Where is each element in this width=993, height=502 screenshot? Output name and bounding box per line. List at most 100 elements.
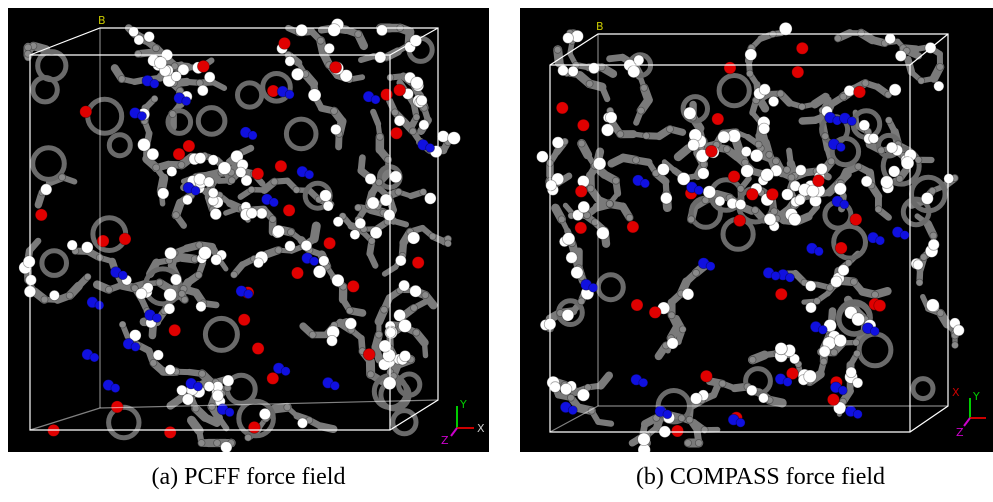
- hydrogen-atom: [284, 240, 296, 252]
- carbon-atom: [118, 320, 127, 329]
- oxygen-atom: [711, 112, 725, 126]
- hydrogen-atom: [133, 34, 145, 46]
- hydrogen-atom: [604, 111, 618, 124]
- hydrogen-atom: [327, 23, 341, 37]
- hydrogen-atom: [789, 353, 801, 365]
- carbon-atom: [367, 237, 376, 245]
- simulation-view-compass: B Y X Z: [520, 8, 993, 452]
- hydrogen-atom: [833, 182, 847, 196]
- hydrogen-atom: [689, 392, 703, 405]
- hydrogen-atom: [551, 136, 565, 149]
- carbon-atom: [871, 290, 879, 299]
- hydrogen-atom: [137, 137, 151, 152]
- aromatic-ring: [595, 272, 626, 303]
- y-axis-label: Y: [972, 390, 980, 403]
- carbon-atom: [692, 268, 700, 277]
- hydrogen-atom: [576, 388, 591, 402]
- carbon-atom: [577, 297, 586, 306]
- unit-cell-box: [29, 27, 439, 431]
- hydrogen-atom: [851, 312, 866, 327]
- nitrogen-atom: [193, 381, 204, 392]
- cell-edge: [389, 27, 439, 56]
- carbon-atom: [852, 338, 860, 347]
- hydrogen-atom: [374, 51, 387, 64]
- hydrogen-atom: [383, 209, 396, 222]
- carbon-atom: [751, 206, 760, 215]
- cell-label-b: B: [596, 20, 604, 33]
- axis-triad: Y X Z: [952, 386, 986, 439]
- nitrogen-atom: [899, 230, 910, 241]
- hydrogen-atom: [833, 333, 847, 348]
- atom-layer: [18, 18, 461, 452]
- nitrogen-atom: [247, 130, 258, 141]
- carbon-atom: [667, 311, 676, 320]
- hydrogen-atom: [176, 384, 188, 396]
- hydrogen-atom: [943, 173, 955, 185]
- carbon-atom: [283, 403, 292, 412]
- hydrogen-atom: [627, 65, 641, 79]
- molecular-structure-pcff: B Y X Z: [18, 14, 485, 452]
- hydrogen-atom: [210, 254, 223, 266]
- carbon-atom: [787, 173, 796, 182]
- hydrogen-atom: [331, 273, 345, 287]
- oxygen-atom: [34, 208, 48, 222]
- carbon-atom: [914, 155, 923, 164]
- nitrogen-atom: [130, 341, 141, 352]
- hydrogen-atom: [164, 246, 178, 260]
- carbon-atom: [207, 402, 216, 411]
- hydrogen-atom: [447, 131, 461, 145]
- carbon-atom: [844, 258, 853, 267]
- hydrogen-atom: [637, 432, 651, 447]
- z-axis-arrow: [450, 427, 458, 437]
- hydrogen-atom: [25, 274, 37, 286]
- hydrogen-atom: [557, 64, 569, 77]
- hydrogen-atom: [562, 32, 574, 44]
- hydrogen-atom: [683, 106, 697, 120]
- carbon-atom: [677, 414, 686, 423]
- hydrogen-atom: [164, 364, 176, 376]
- oxygen-atom: [774, 287, 788, 301]
- carbon-atom: [884, 116, 893, 125]
- carbon-atom: [694, 439, 703, 447]
- hydrogen-atom: [418, 119, 430, 131]
- oxygen-atom: [791, 65, 805, 79]
- carbon-atom: [684, 439, 692, 447]
- aromatic-ring: [716, 73, 752, 109]
- oxygen-atom: [648, 305, 662, 319]
- hydrogen-atom: [781, 188, 794, 201]
- nitrogen-atom: [370, 94, 381, 105]
- cell-label-b: B: [98, 14, 106, 27]
- x-axis-label: X: [477, 422, 485, 435]
- hydrogen-atom: [385, 326, 397, 338]
- carbon-atom: [553, 45, 562, 54]
- hydrogen-atom: [888, 83, 902, 97]
- hydrogen-atom: [217, 161, 232, 175]
- hydrogen-atom: [952, 324, 965, 337]
- hydrogen-atom: [181, 393, 194, 406]
- hydrogen-atom: [379, 193, 393, 207]
- carbon-atom: [625, 213, 634, 222]
- hydrogen-atom: [258, 407, 272, 421]
- oxygen-atom: [362, 347, 376, 361]
- hydrogen-atom: [22, 255, 36, 269]
- oxygen-atom: [795, 41, 809, 55]
- carbon-atom: [771, 157, 780, 166]
- carbon-atom: [591, 218, 599, 227]
- carbon-atom: [40, 295, 49, 304]
- nitrogen-atom: [149, 78, 160, 89]
- hydrogen-atom: [271, 224, 285, 238]
- hydrogen-atom: [393, 308, 407, 322]
- carbon-atom: [380, 305, 389, 314]
- hydrogen-atom: [253, 257, 264, 269]
- nitrogen-atom: [835, 142, 846, 153]
- hydrogen-atom: [818, 345, 831, 358]
- carbon-atom: [428, 232, 437, 241]
- carbon-atom: [557, 215, 566, 224]
- carbon-atom: [227, 176, 236, 185]
- carbon-atom: [150, 94, 159, 103]
- hydrogen-atom: [794, 164, 807, 177]
- carbon-atom: [616, 130, 625, 139]
- hydrogen-atom: [415, 94, 428, 107]
- nitrogen-atom: [224, 407, 235, 418]
- hydrogen-atom: [364, 172, 377, 185]
